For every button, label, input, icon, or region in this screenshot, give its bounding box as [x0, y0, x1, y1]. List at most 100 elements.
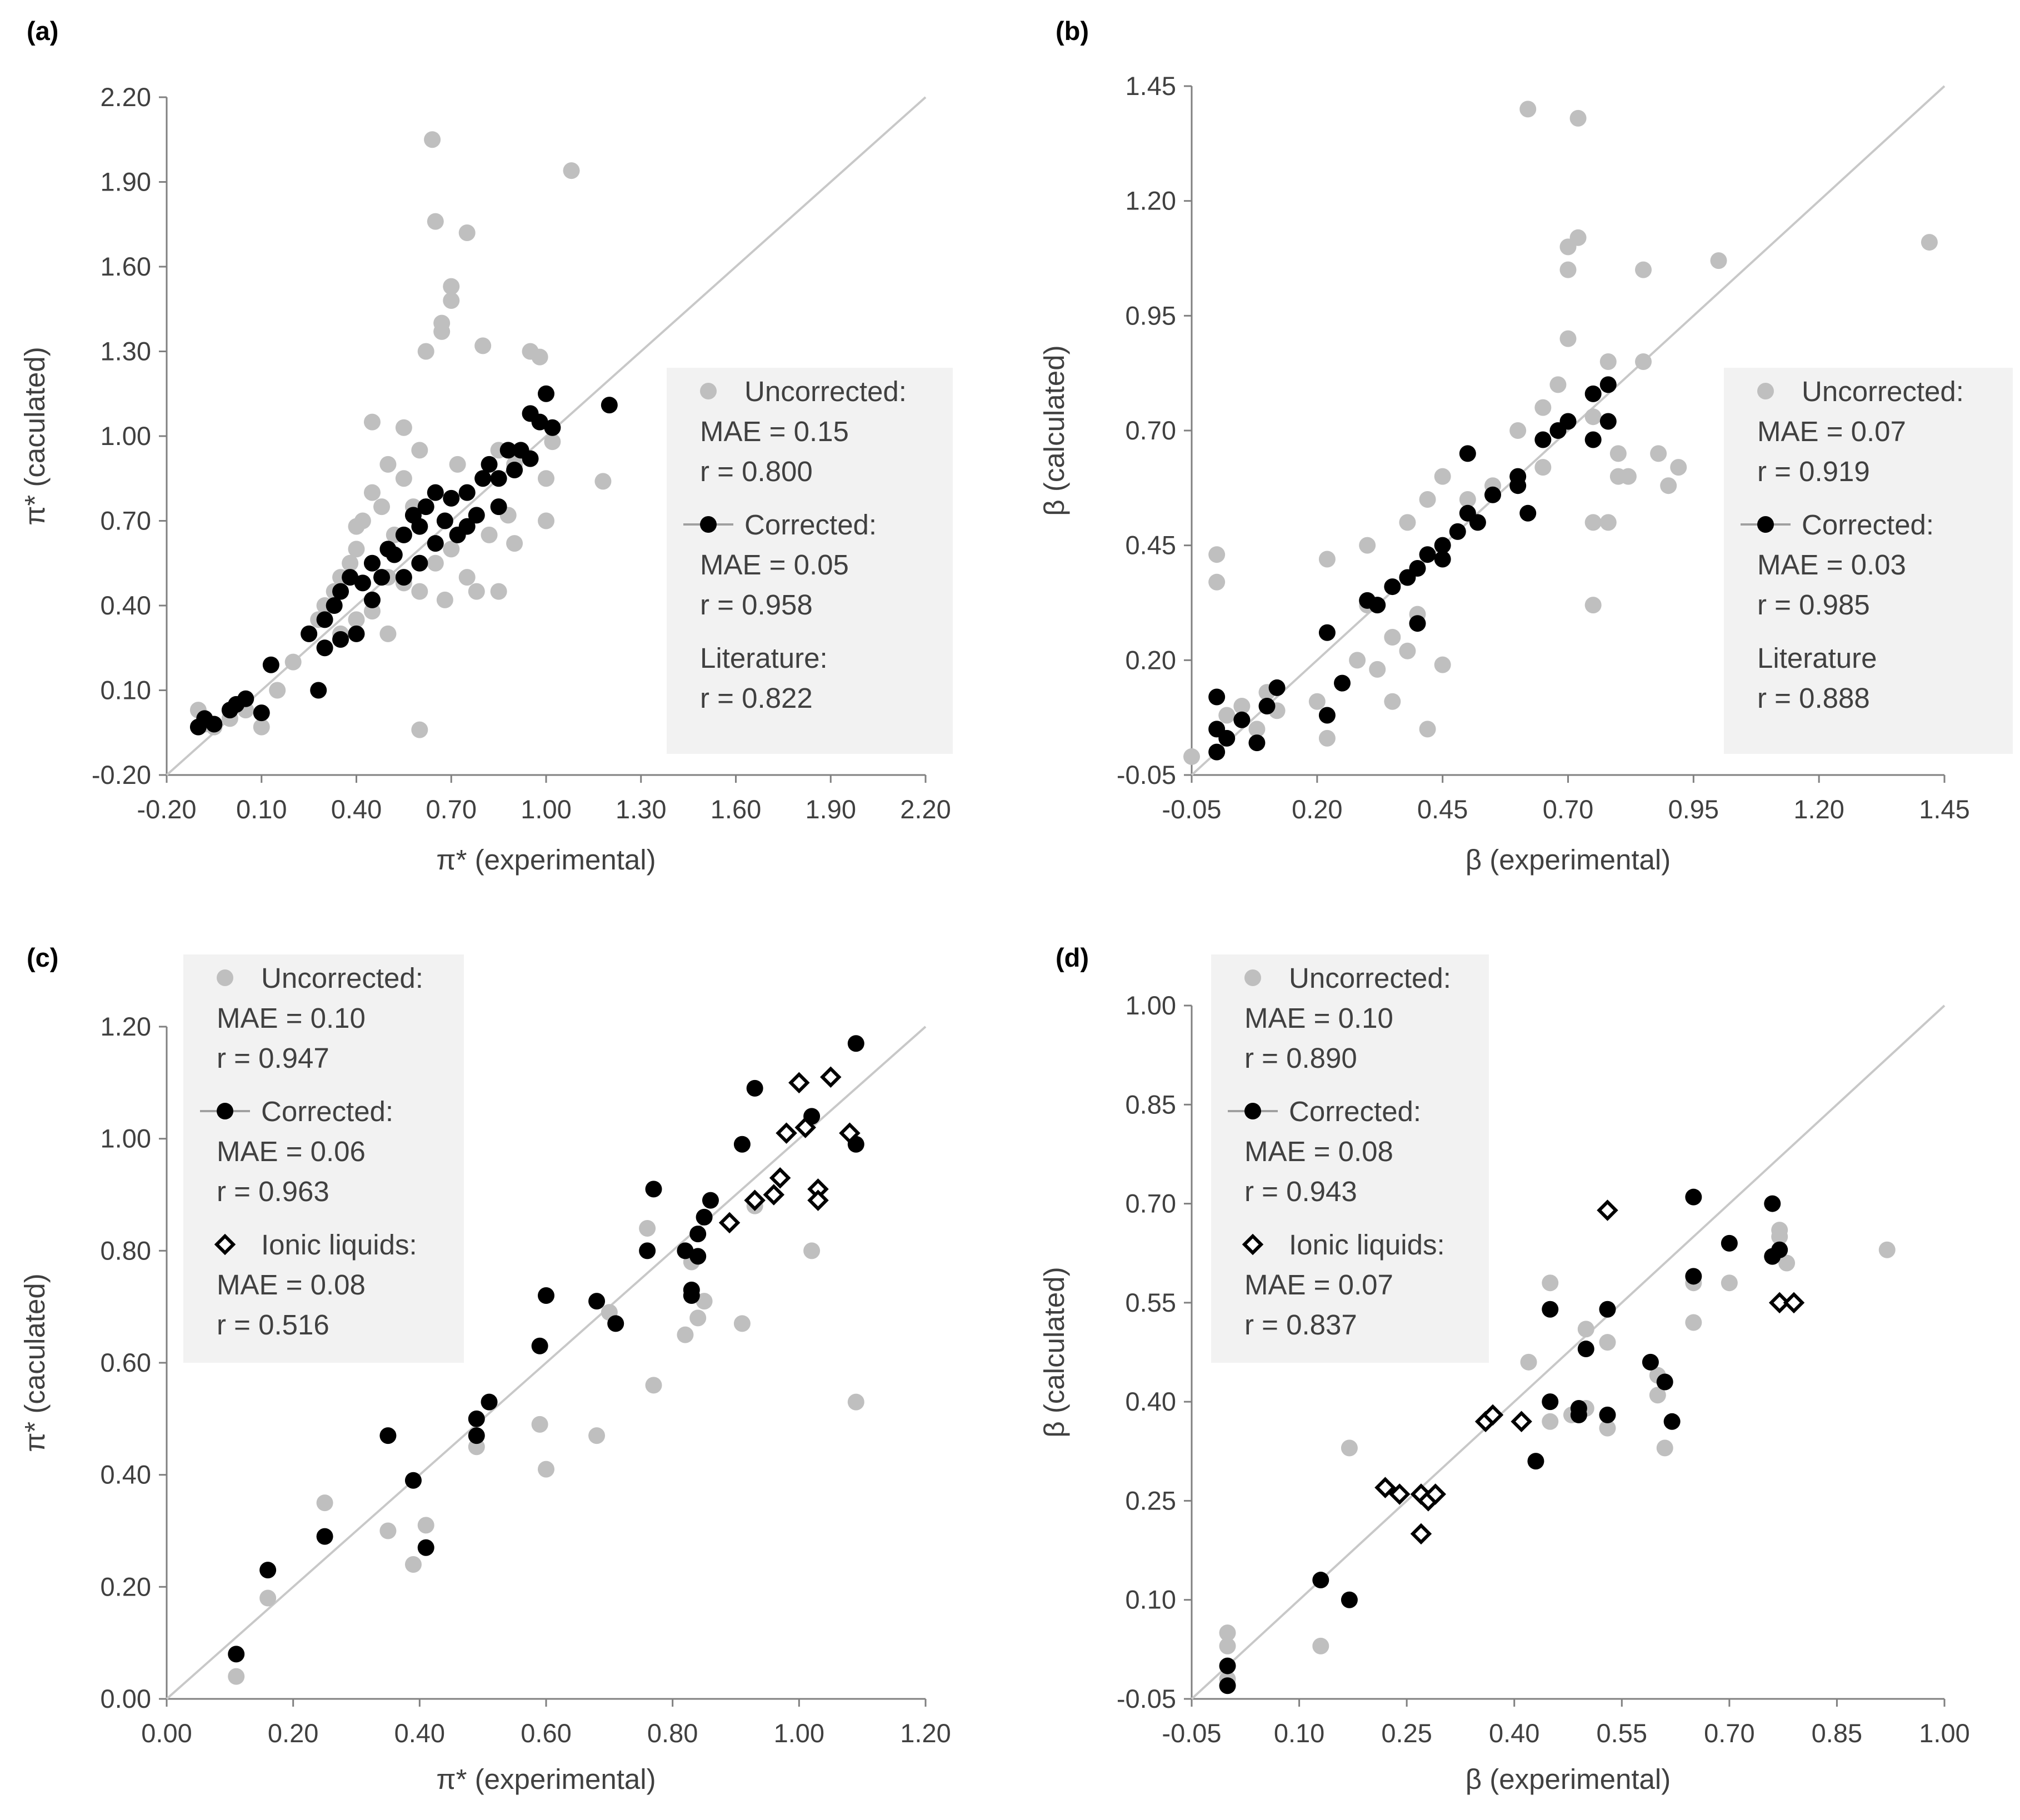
data-point [332, 583, 349, 600]
data-point [1599, 1301, 1616, 1318]
data-point [1559, 413, 1577, 430]
x-tick-label: 0.10 [236, 794, 287, 824]
data-point [1349, 652, 1366, 669]
data-point [1359, 537, 1376, 554]
legend-text: MAE = 0.08 [217, 1269, 366, 1301]
data-point [839, 1122, 861, 1144]
legend-text: r = 0.888 [1757, 682, 1870, 714]
data-point [1878, 1241, 1896, 1258]
data-point [316, 1494, 333, 1512]
data-point [683, 1281, 700, 1298]
x-tick-label: 0.40 [1489, 1718, 1539, 1748]
data-point [1660, 477, 1677, 494]
legend-text: r = 0.985 [1757, 589, 1870, 621]
data-point [744, 1189, 766, 1211]
x-tick-label: 0.70 [1543, 794, 1593, 824]
data-point [1419, 721, 1436, 738]
data-point [594, 473, 612, 490]
data-point [458, 224, 476, 241]
data-point [1399, 514, 1416, 531]
data-point [1921, 234, 1938, 251]
legend-text: Corrected: [261, 1096, 393, 1127]
legend-text: MAE = 0.03 [1757, 549, 1906, 581]
data-point [474, 337, 492, 354]
data-point [1374, 1477, 1396, 1498]
x-tick-label: 1.60 [711, 794, 761, 824]
legend-marker-ionic [1242, 1233, 1264, 1256]
data-point [1685, 1188, 1702, 1206]
data-point [1635, 261, 1652, 278]
data-point [1570, 1406, 1587, 1423]
data-point [468, 583, 485, 600]
data-point [379, 456, 397, 473]
data-point [1208, 688, 1226, 706]
data-point [689, 1226, 707, 1243]
legend-marker-uncorrected [1757, 383, 1774, 399]
data-point [531, 413, 548, 431]
data-point [373, 498, 391, 516]
x-tick-label: -0.20 [137, 794, 196, 824]
data-point [1650, 445, 1667, 462]
x-tick-label: 0.70 [426, 794, 477, 824]
x-tick-label: 0.85 [1812, 1718, 1862, 1748]
data-point [404, 1472, 422, 1489]
data-point [443, 489, 460, 507]
series-corrected [228, 1035, 864, 1663]
data-point [1670, 459, 1687, 476]
x-tick-label: -0.05 [1162, 794, 1221, 824]
data-point [395, 470, 412, 487]
x-axis-label: π* (experimental) [436, 844, 656, 876]
legend-text: r = 0.516 [217, 1309, 329, 1341]
data-point [1685, 1314, 1702, 1331]
data-point [645, 1377, 662, 1394]
data-point [531, 348, 548, 366]
x-tick-label: 1.20 [1793, 794, 1844, 824]
data-point [1534, 431, 1552, 448]
data-point [1369, 661, 1386, 678]
panel-label: (d) [1056, 943, 1089, 972]
data-point [1218, 729, 1236, 747]
data-point [1219, 1677, 1236, 1694]
data-point [404, 1556, 422, 1573]
data-point [228, 1668, 245, 1685]
data-point [1721, 1234, 1738, 1252]
data-point [395, 569, 412, 586]
data-point [1656, 1373, 1673, 1391]
data-point [1599, 1406, 1616, 1423]
y-tick-label: 1.60 [101, 252, 151, 281]
data-point [538, 512, 554, 529]
data-point [1569, 109, 1587, 127]
data-point [763, 1184, 785, 1206]
data-point [531, 1337, 548, 1354]
data-point [1771, 1241, 1788, 1258]
x-axis-label: β (experimental) [1466, 1763, 1671, 1795]
y-tick-label: -0.05 [1117, 760, 1176, 789]
data-point [588, 1427, 606, 1444]
data-point [1599, 376, 1617, 393]
data-point [1649, 1387, 1666, 1404]
data-point [1609, 468, 1627, 485]
y-tick-label: 0.00 [101, 1684, 151, 1713]
data-point [284, 653, 302, 671]
x-tick-label: 0.70 [1704, 1718, 1754, 1748]
data-point [1248, 721, 1266, 738]
legend: Uncorrected: MAE = 0.10 r = 0.890 Corrected… [1211, 954, 1489, 1363]
data-point [481, 456, 498, 473]
data-point [481, 1393, 498, 1411]
panel-b: (b) -0.05 0.20 0.45 0.70 0.95 1.20 1.45 -0.05 0.2… [1038, 16, 2013, 876]
legend-text: MAE = 0.07 [1244, 1269, 1393, 1301]
data-point [1599, 514, 1617, 531]
data-point [316, 639, 333, 657]
data-point [363, 591, 381, 608]
y-tick-label: 1.00 [1126, 991, 1176, 1020]
data-point [601, 397, 618, 414]
legend-box [667, 368, 953, 754]
data-point [1642, 1353, 1659, 1371]
y-tick-label: -0.20 [92, 760, 151, 789]
data-point [702, 1192, 719, 1209]
data-point [522, 450, 539, 467]
legend-text: Ionic liquids: [261, 1229, 417, 1261]
x-tick-label: 0.20 [1292, 794, 1342, 824]
data-point [1208, 546, 1226, 563]
data-point [1584, 431, 1602, 448]
